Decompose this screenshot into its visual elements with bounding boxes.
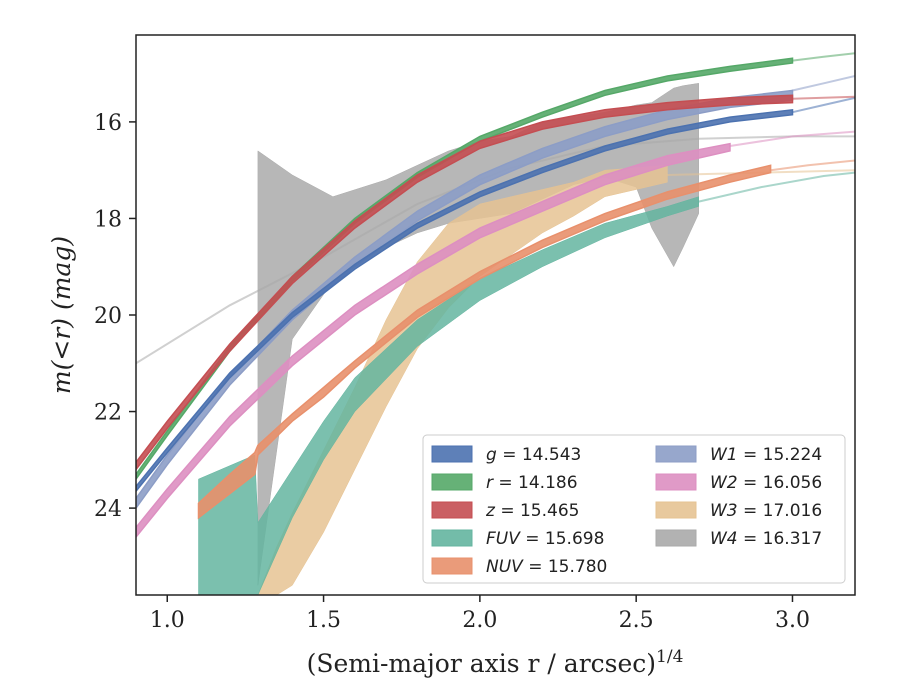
legend-band-value: = 14.543 <box>497 445 582 465</box>
legend-label: z = 15.465 <box>485 501 579 521</box>
x-tick-label: 1.5 <box>306 608 341 633</box>
legend-swatch <box>655 445 697 463</box>
legend-item-nuv: NUV = 15.780 <box>431 557 607 577</box>
extrapolation-fuv <box>697 171 855 203</box>
legend-label: NUV = 15.780 <box>486 557 607 577</box>
legend-band-value: = 15.698 <box>520 529 605 549</box>
band-w3 <box>257 165 668 595</box>
legend-band-value: = 17.016 <box>738 501 823 521</box>
extrapolation-g <box>791 96 855 114</box>
legend-item-z: z = 15.465 <box>431 501 579 521</box>
legend-item-w3: W3 = 17.016 <box>655 501 822 521</box>
legend-band-value: = 16.056 <box>738 473 823 493</box>
legend-band-name: r <box>486 473 494 493</box>
legend-swatch <box>431 529 473 547</box>
legend-band-name: NUV <box>486 557 524 577</box>
band-nuv <box>197 164 772 520</box>
legend-item-fuv: FUV = 15.698 <box>431 529 604 549</box>
legend-band-value: = 15.465 <box>495 501 580 521</box>
legend-swatch <box>431 501 473 519</box>
band-z <box>136 94 794 471</box>
extrapolation-z <box>791 95 855 100</box>
y-tick-label: 18 <box>94 207 122 232</box>
y-axis-label: m(<r) (mag) <box>47 236 76 394</box>
legend-band-name: W4 <box>710 529 738 549</box>
legend-label: W1 = 15.224 <box>710 445 822 465</box>
y-tick-label: 16 <box>94 111 122 136</box>
extrapolation-nuv <box>769 159 855 172</box>
legend-band-value: = 15.224 <box>738 445 823 465</box>
legend-item-w4: W4 = 16.317 <box>655 529 822 549</box>
legend-label: FUV = 15.698 <box>486 529 604 549</box>
x-axis-label-superscript: 1/4 <box>656 647 683 667</box>
series-z <box>136 94 855 471</box>
series-g <box>136 96 855 493</box>
series-w2 <box>136 130 855 539</box>
y-axis: 16 18 20 22 24 <box>94 111 136 522</box>
x-axis: 1.0 1.5 2.0 2.5 3.0 <box>150 595 810 633</box>
legend-band-name: W3 <box>710 501 738 521</box>
legend-label: W4 = 16.317 <box>710 529 822 549</box>
legend-swatch <box>655 501 697 519</box>
band-fuv <box>198 196 699 595</box>
legend-band-value: = 15.780 <box>523 557 608 577</box>
legend-swatch <box>431 557 473 575</box>
legend-label: r = 14.186 <box>486 473 578 493</box>
legend-label: W3 = 17.016 <box>710 501 822 521</box>
legend-frame <box>422 434 846 584</box>
series-layer <box>136 52 855 595</box>
y-tick-label: 20 <box>94 304 122 329</box>
legend-band-name: g <box>486 445 497 465</box>
legend-band-value: = 16.317 <box>738 529 823 549</box>
legend-swatch <box>431 445 473 463</box>
legend-item-w2: W2 = 16.056 <box>655 473 822 493</box>
y-tick-label: 22 <box>94 401 122 426</box>
x-tick-label: 3.0 <box>775 608 810 633</box>
x-tick-label: 2.0 <box>462 608 497 633</box>
x-tick-label: 1.0 <box>150 608 185 633</box>
legend-item-r: r = 14.186 <box>431 473 578 493</box>
band-g <box>136 108 794 493</box>
band-w2 <box>136 142 731 539</box>
x-axis-label: (Semi-major axis r / arcsec)1/4 <box>307 647 684 678</box>
legend-label: g = 14.543 <box>486 445 581 465</box>
legend-swatch <box>655 529 697 547</box>
legend-swatch <box>655 473 697 491</box>
legend-label: W2 = 16.056 <box>710 473 822 493</box>
legend-band-value: = 14.186 <box>493 473 578 493</box>
legend-band-name: W2 <box>710 473 738 493</box>
legend-swatch <box>431 473 473 491</box>
extrapolation-w1 <box>791 75 855 92</box>
legend-band-name: FUV <box>486 529 521 549</box>
legend-band-name: z <box>485 501 496 521</box>
legend-item-w1: W1 = 15.224 <box>655 445 822 465</box>
x-axis-label-text: (Semi-major axis r / arcsec) <box>307 649 656 678</box>
extrapolation-r <box>791 52 855 62</box>
y-tick-label: 24 <box>94 497 122 522</box>
x-tick-label: 2.5 <box>619 608 654 633</box>
series-nuv <box>197 159 855 520</box>
legend-item-g: g = 14.543 <box>431 445 581 465</box>
series-fuv <box>198 171 855 595</box>
extrapolation-w2 <box>729 130 855 147</box>
legend-band-name: W1 <box>710 445 738 465</box>
